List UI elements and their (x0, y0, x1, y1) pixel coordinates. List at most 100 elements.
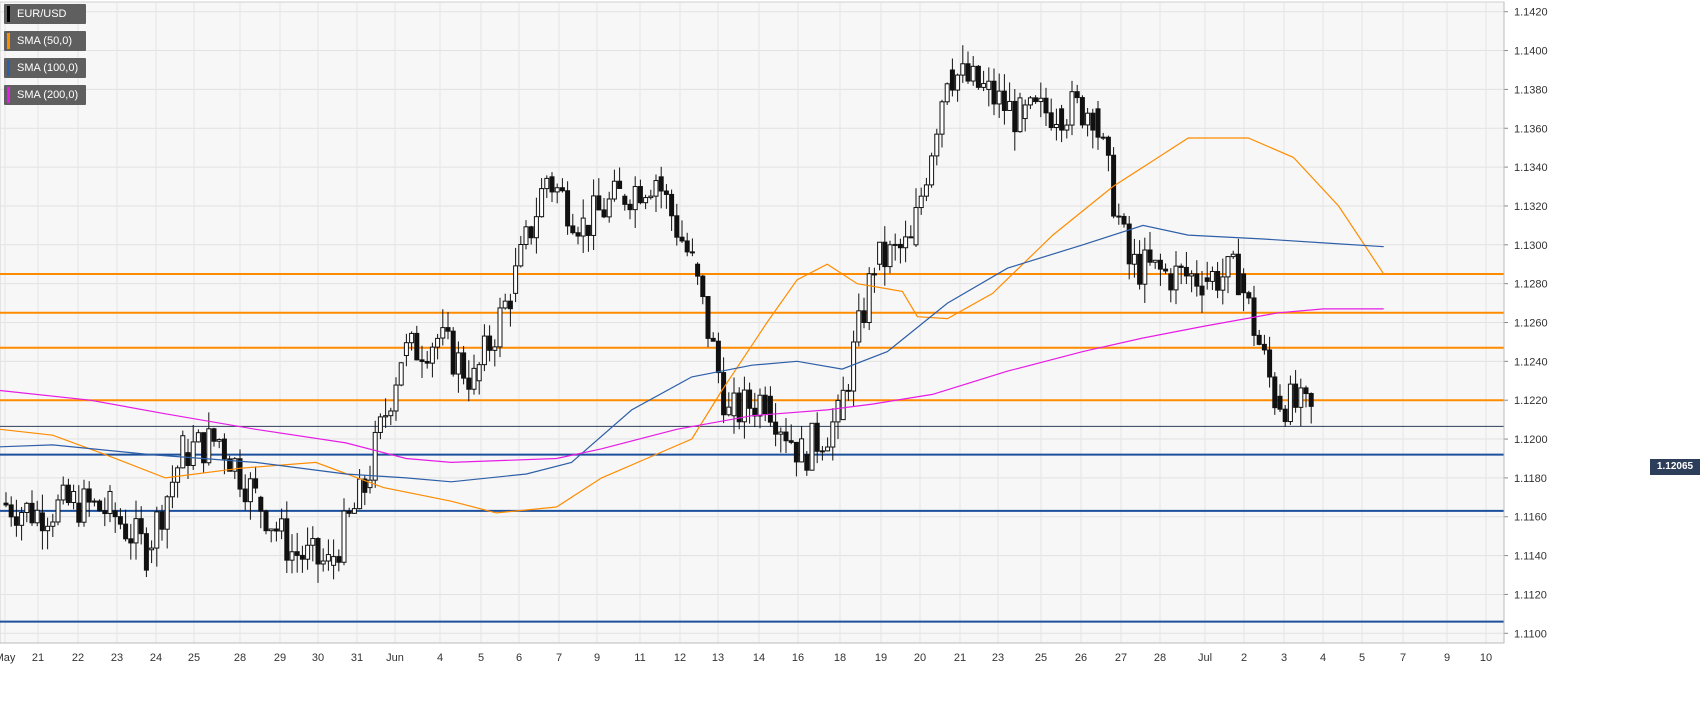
candle-down (97, 500, 103, 512)
candle-down (1272, 376, 1278, 409)
candle-down (201, 432, 207, 464)
candle-up (513, 265, 519, 294)
candle-down (1137, 253, 1143, 285)
candle-down (294, 551, 300, 556)
candle-up (497, 307, 503, 348)
candle-down (237, 458, 243, 490)
axes: 1.1100 1.1120 1.1140 1.1160 1.1180 1.1200 1.12… (0, 2, 1548, 664)
legend-item-sma-50[interactable]: SMA (50,0) (4, 31, 87, 51)
legend-item-eurusd[interactable]: EUR/USD (4, 4, 87, 24)
candle-down (617, 180, 623, 189)
candle-down (315, 538, 321, 565)
candle-down (1033, 97, 1039, 103)
candle-down (227, 458, 233, 472)
candle-down (1303, 387, 1309, 395)
x-tick-label: 7 (1400, 652, 1406, 664)
candle-down (159, 511, 165, 530)
candle-down (949, 69, 955, 91)
candle-up (877, 241, 883, 265)
candle-down (762, 394, 768, 415)
candle-down (336, 556, 342, 563)
candle-up (1287, 383, 1293, 423)
candle-up (169, 481, 175, 498)
candle-down (1163, 268, 1169, 272)
legend-label: SMA (100,0) (17, 62, 79, 74)
x-tick-label: 25 (1035, 652, 1047, 664)
candle-down (29, 502, 35, 524)
legend: EUR/USD SMA (50,0) SMA (100,0) SMA (200,… (4, 4, 87, 112)
candle-up (492, 346, 498, 351)
candle-up (268, 528, 274, 532)
candle-down (1282, 408, 1288, 423)
x-tick-label: 31 (351, 652, 363, 664)
candle-up (1085, 112, 1091, 126)
candle-up (533, 216, 539, 239)
x-tick-label: May (0, 652, 16, 664)
candle-down (211, 428, 217, 442)
candle-down (570, 225, 576, 234)
candle-up (175, 467, 181, 483)
x-tick-label: 11 (634, 652, 645, 664)
candle-up (45, 525, 51, 532)
y-tick-label: 1.1180 (1514, 473, 1547, 485)
candle-down (528, 226, 534, 239)
candle-up (887, 244, 893, 268)
candle-up (825, 446, 831, 452)
candle-up (289, 551, 295, 561)
candle-up (939, 101, 945, 135)
candle-down (414, 332, 420, 361)
candle-down (39, 512, 45, 532)
candle-up (195, 432, 201, 443)
candle-down (845, 389, 851, 392)
y-tick-label: 1.1240 (1514, 356, 1548, 368)
x-tick-label: 4 (437, 652, 443, 664)
candle-down (1079, 97, 1085, 126)
candle-down (461, 352, 467, 379)
candle-down (445, 327, 451, 332)
candle-down (1012, 100, 1018, 133)
candle-down (669, 193, 675, 217)
candle-up (726, 406, 732, 416)
candle-up (518, 244, 524, 267)
candle-up (310, 538, 316, 546)
candle-down (585, 224, 591, 236)
x-tick-label: 18 (834, 652, 846, 664)
candle-down (721, 372, 727, 416)
y-tick-label: 1.1380 (1514, 84, 1548, 96)
candle-up (892, 243, 898, 246)
candle-down (1235, 253, 1241, 296)
candle-down (575, 232, 581, 237)
candle-down (86, 488, 92, 503)
candle-down (627, 203, 633, 211)
legend-item-sma-100[interactable]: SMA (100,0) (4, 58, 87, 78)
candle-up (934, 133, 940, 157)
candle-down (622, 195, 628, 205)
candle-down (684, 240, 690, 253)
candle-down (975, 65, 981, 88)
candle-down (897, 243, 903, 249)
x-tick-label: 6 (516, 652, 522, 664)
candle-up (1142, 249, 1148, 285)
candle-down (549, 176, 555, 193)
candle-down (1048, 112, 1054, 129)
candle-up (944, 83, 950, 103)
candle-up (741, 389, 747, 423)
candle-up (398, 362, 404, 386)
x-tick-label: 9 (1444, 652, 1450, 664)
sma-line (0, 137, 1385, 514)
candle-up (1173, 265, 1179, 291)
candle-down (143, 533, 149, 571)
candle-down (1256, 334, 1262, 345)
candle-up (913, 207, 919, 246)
y-tick-label: 1.1320 (1514, 201, 1548, 213)
candle-up (851, 341, 857, 392)
candle-up (580, 217, 586, 237)
candle-up (757, 394, 763, 417)
x-tick-label: 21 (954, 652, 966, 664)
legend-item-sma-200[interactable]: SMA (200,0) (4, 85, 87, 105)
candle-down (1183, 266, 1189, 277)
candle-up (819, 450, 825, 453)
candle-up (866, 273, 872, 323)
candle-up (388, 410, 394, 417)
